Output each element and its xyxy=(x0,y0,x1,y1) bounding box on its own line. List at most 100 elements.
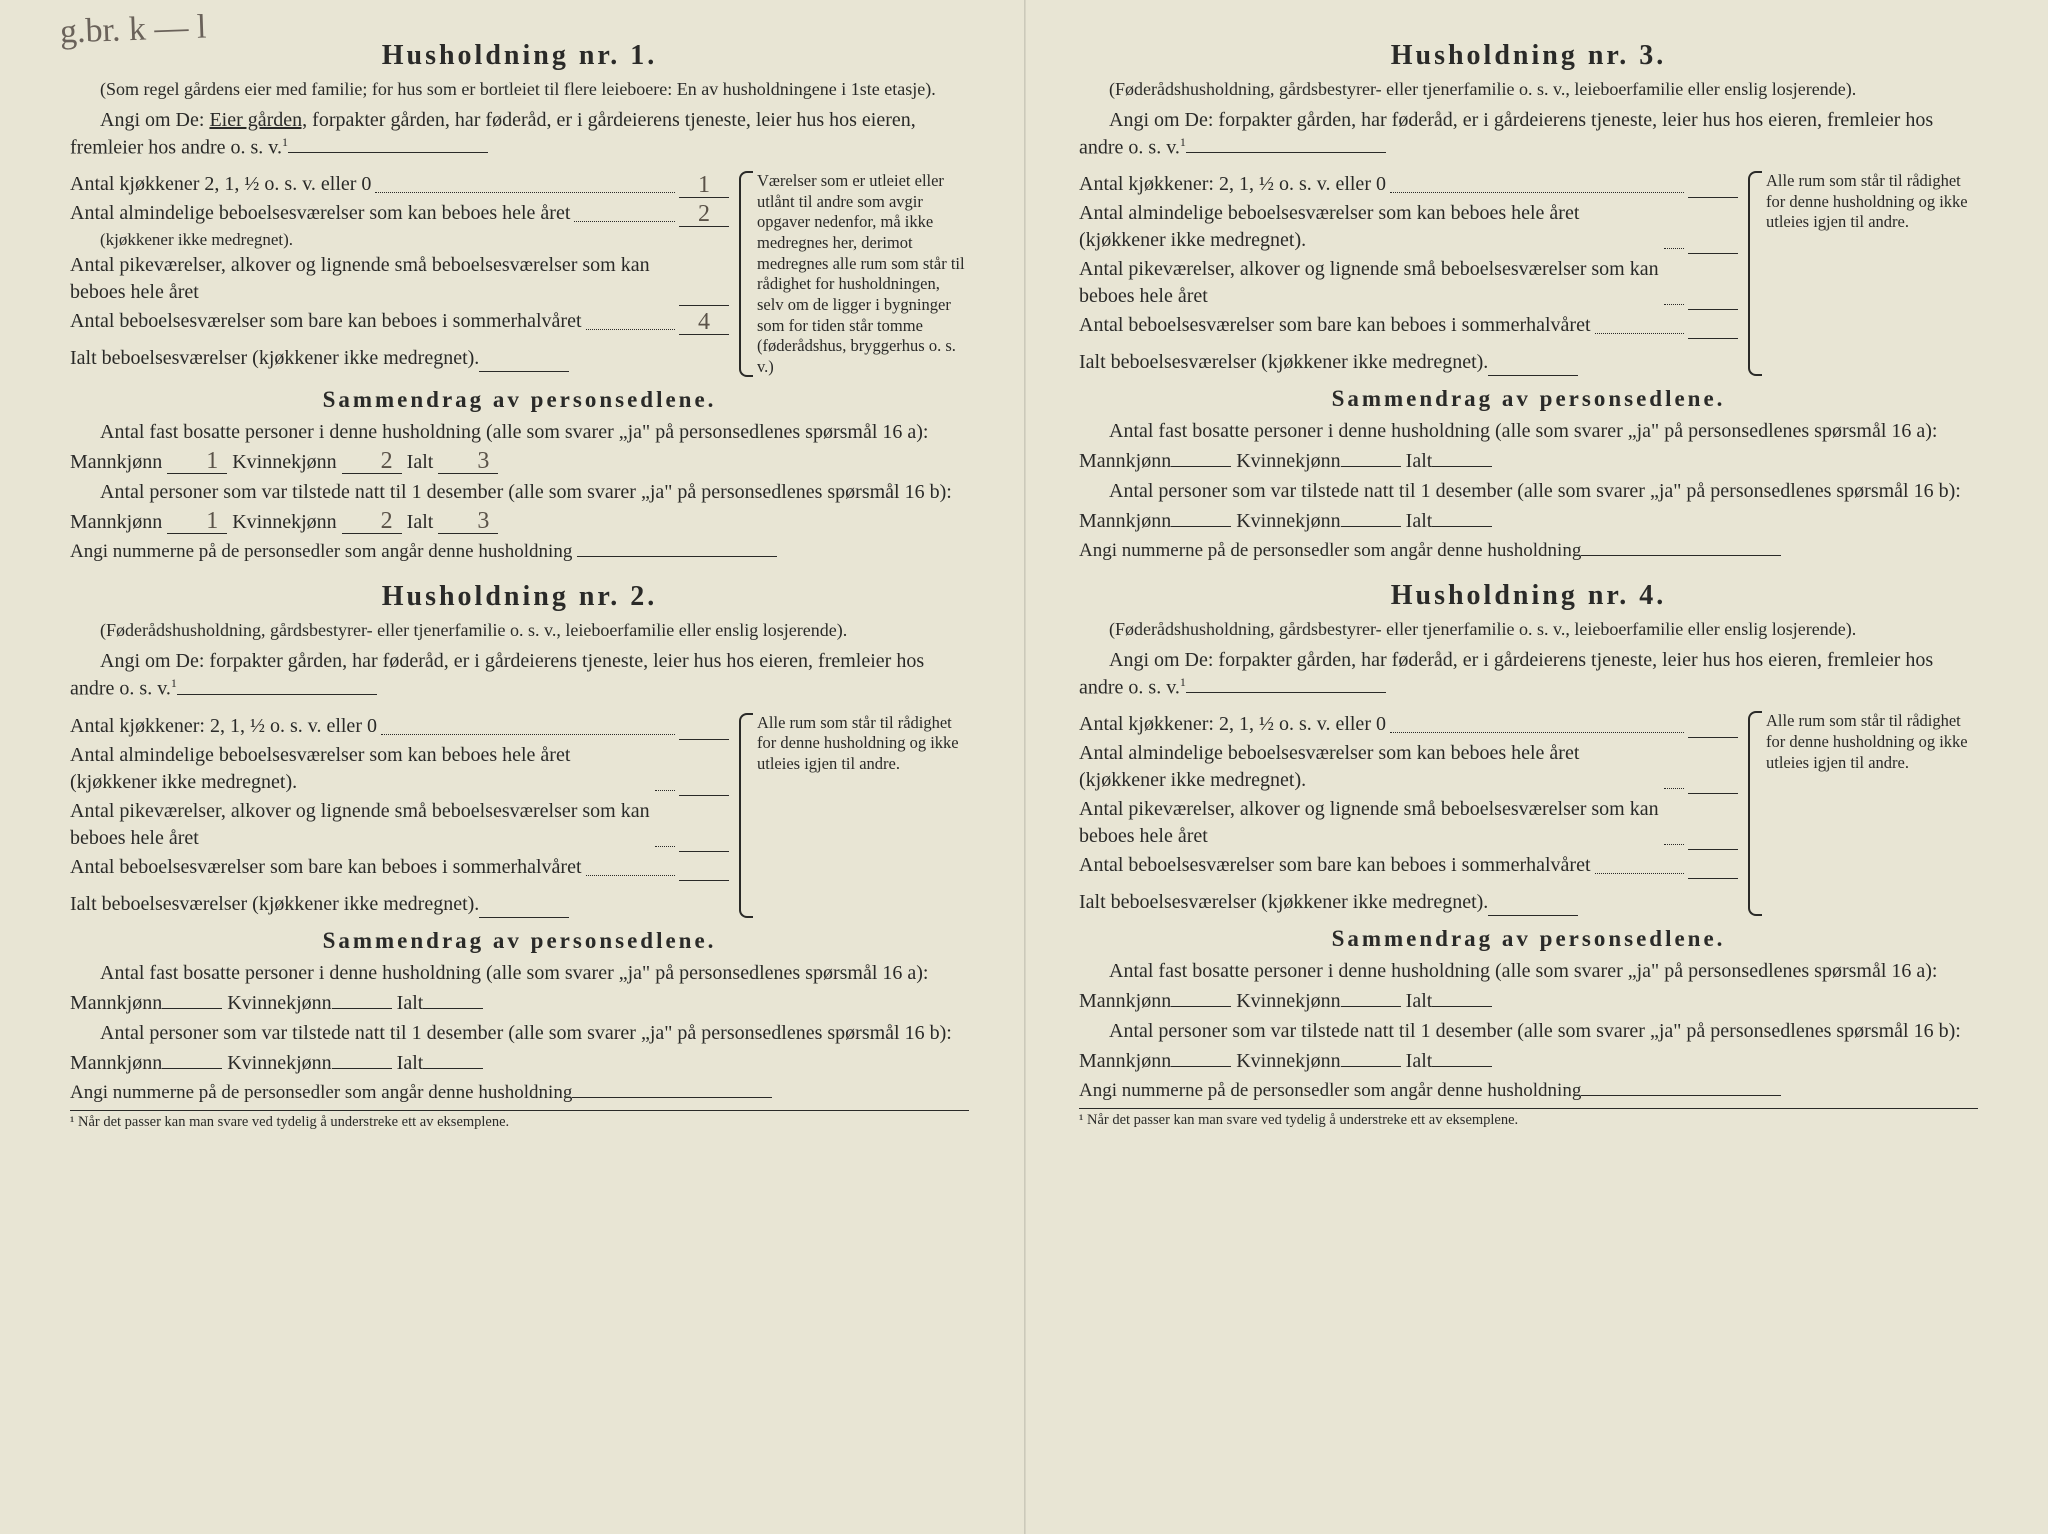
summary-title-2: Sammendrag av personsedlene. xyxy=(70,928,969,954)
s16b-i xyxy=(423,1068,483,1069)
ialt: Ialt xyxy=(1406,450,1433,472)
angi-fill xyxy=(572,1097,772,1098)
s16a-m xyxy=(162,1008,222,1009)
s16a-k xyxy=(1341,1006,1401,1007)
s16b-i xyxy=(1432,1066,1492,1067)
s16b-i: 3 xyxy=(438,509,498,534)
rooms-value xyxy=(1688,793,1738,794)
summer-value xyxy=(1688,878,1738,879)
pike-label: Antal pikeværelser, alkover og lignende … xyxy=(70,252,679,306)
household-2-main: Antal kjøkkener: 2, 1, ½ o. s. v. eller … xyxy=(70,713,729,918)
ialt: Ialt xyxy=(397,992,424,1014)
dots xyxy=(586,329,675,330)
s16b-m: 1 xyxy=(167,509,227,534)
household-4-subtitle: (Føderådshusholdning, gårdsbestyrer- ell… xyxy=(1079,618,1978,641)
sidenote-text: Værelser som er utleiet eller utlånt til… xyxy=(757,171,965,376)
angi-label: Angi nummerne på de personsedler som ang… xyxy=(70,1082,572,1103)
s16b-m xyxy=(162,1068,222,1069)
s16b-k xyxy=(1341,1066,1401,1067)
sup: 1 xyxy=(1180,135,1186,149)
pike-value xyxy=(679,851,729,852)
summer-label: Antal beboelsesværelser som bare kan beb… xyxy=(70,308,582,335)
kitchen-label: Antal kjøkkener: 2, 1, ½ o. s. v. eller … xyxy=(1079,171,1386,198)
kitchen-value xyxy=(1688,197,1738,198)
household-4-sidenote: Alle rum som står til rådighet for denne… xyxy=(1748,711,1978,916)
rooms-row: Antal almindelige beboelsesværelser som … xyxy=(70,200,729,227)
angi-fill xyxy=(577,556,777,557)
s16b-1: Antal personer som var tilstede natt til… xyxy=(70,477,969,537)
angi-label: Angi nummerne på de personsedler som ang… xyxy=(1079,1080,1581,1101)
rooms-label: Antal almindelige beboelsesværelser som … xyxy=(1079,200,1660,254)
kitchen-label: Antal kjøkkener: 2, 1, ½ o. s. v. eller … xyxy=(70,713,377,740)
angi-2: Angi nummerne på de personsedler som ang… xyxy=(70,1082,969,1104)
pike-label: Antal pikeværelser, alkover og lignende … xyxy=(1079,796,1660,850)
brace-icon xyxy=(1748,171,1762,376)
kvinn: Kvinnekjønn xyxy=(1236,510,1340,532)
angi-label: Angi nummerne på de personsedler som ang… xyxy=(1079,540,1581,561)
ialt: Ialt xyxy=(1406,510,1433,532)
prompt-text: Angi om De: forpakter gården, har føderå… xyxy=(1079,649,1933,699)
s16b-k: 2 xyxy=(342,509,402,534)
right-page: Husholdning nr. 3. (Føderådshusholdning,… xyxy=(1024,0,2048,1534)
prompt-text: Angi om De: forpakter gården, har føderå… xyxy=(1079,109,1933,159)
s16a-i xyxy=(1432,466,1492,467)
s16a-3: Antal fast bosatte personer i denne hush… xyxy=(1079,416,1978,476)
household-1-main: Antal kjøkkener 2, 1, ½ o. s. v. eller 0… xyxy=(70,171,729,377)
kvinn: Kvinnekjønn xyxy=(1236,990,1340,1012)
kitchen-label: Antal kjøkkener 2, 1, ½ o. s. v. eller 0 xyxy=(70,171,371,198)
kvinn: Kvinnekjønn xyxy=(1236,450,1340,472)
kitchen-value xyxy=(679,739,729,740)
rooms-value xyxy=(679,795,729,796)
dots xyxy=(574,221,675,222)
angi-4: Angi nummerne på de personsedler som ang… xyxy=(1079,1080,1978,1102)
household-3-title: Husholdning nr. 3. xyxy=(1079,40,1978,72)
household-4-block: Antal kjøkkener: 2, 1, ½ o. s. v. eller … xyxy=(1079,711,1978,916)
s16a-m xyxy=(1171,466,1231,467)
pike-row: Antal pikeværelser, alkover og lignende … xyxy=(70,252,729,306)
ialt: Ialt xyxy=(1406,1050,1433,1072)
sidenote-text: Alle rum som står til rådighet for denne… xyxy=(757,713,959,773)
s16b-pre: Antal personer som var tilstede natt til… xyxy=(70,1022,952,1074)
summer-value xyxy=(679,880,729,881)
s16b-k xyxy=(332,1068,392,1069)
sidenote-text: Alle rum som står til rådighet for denne… xyxy=(1766,711,1968,771)
summer-label: Antal beboelsesværelser som bare kan beb… xyxy=(1079,852,1591,879)
prompt-fill xyxy=(1186,692,1386,693)
prompt-text: Angi om De: forpakter gården, har føderå… xyxy=(70,650,924,700)
household-2: Husholdning nr. 2. (Føderådshusholdning,… xyxy=(70,581,969,1130)
household-3-subtitle: (Føderådshusholdning, gårdsbestyrer- ell… xyxy=(1079,78,1978,101)
brace-icon xyxy=(739,171,753,377)
s16a-pre: Antal fast bosatte personer i denne hush… xyxy=(1079,420,1938,472)
prompt-fill xyxy=(177,694,377,695)
total-value xyxy=(479,371,569,372)
summer-row: Antal beboelsesværelser som bare kan beb… xyxy=(70,308,729,335)
household-2-subtitle: (Føderådshusholdning, gårdsbestyrer- ell… xyxy=(70,619,969,642)
household-3-block: Antal kjøkkener: 2, 1, ½ o. s. v. eller … xyxy=(1079,171,1978,376)
summer-label: Antal beboelsesværelser som bare kan beb… xyxy=(1079,312,1591,339)
household-1-prompt: Angi om De: Eier gården, forpakter gårde… xyxy=(70,107,969,162)
angi-1: Angi nummerne på de personsedler som ang… xyxy=(70,541,969,563)
total-label: Ialt beboelsesværelser (kjøkkener ikke m… xyxy=(1079,889,1488,916)
household-4: Husholdning nr. 4. (Føderådshusholdning,… xyxy=(1079,580,1978,1129)
prompt-fill xyxy=(288,152,488,153)
household-3-sidenote: Alle rum som står til rådighet for denne… xyxy=(1748,171,1978,376)
s16b-m xyxy=(1171,1066,1231,1067)
footnote-left: ¹ Når det passer kan man svare ved tydel… xyxy=(70,1110,969,1131)
kvinn: Kvinnekjønn xyxy=(227,1052,331,1074)
household-1-subtitle: (Som regel gårdens eier med familie; for… xyxy=(70,78,969,101)
brace-icon xyxy=(739,713,753,918)
summer-label: Antal beboelsesværelser som bare kan beb… xyxy=(70,854,582,881)
angi-fill xyxy=(1581,1095,1781,1096)
total-value xyxy=(479,917,569,918)
household-4-prompt: Angi om De: forpakter gården, har føderå… xyxy=(1079,647,1978,702)
angi-label: Angi nummerne på de personsedler som ang… xyxy=(70,541,572,562)
kitchen-value xyxy=(1688,737,1738,738)
rooms-label: Antal almindelige beboelsesværelser som … xyxy=(70,200,570,227)
total-label: Ialt beboelsesværelser (kjøkkener ikke m… xyxy=(70,891,479,918)
household-2-block: Antal kjøkkener: 2, 1, ½ o. s. v. eller … xyxy=(70,713,969,918)
s16b-i xyxy=(1432,526,1492,527)
s16b-k-label: Kvinnekjønn xyxy=(232,511,336,533)
s16a-i xyxy=(1432,1006,1492,1007)
s16a-4: Antal fast bosatte personer i denne hush… xyxy=(1079,956,1978,1016)
s16b-k xyxy=(1341,526,1401,527)
